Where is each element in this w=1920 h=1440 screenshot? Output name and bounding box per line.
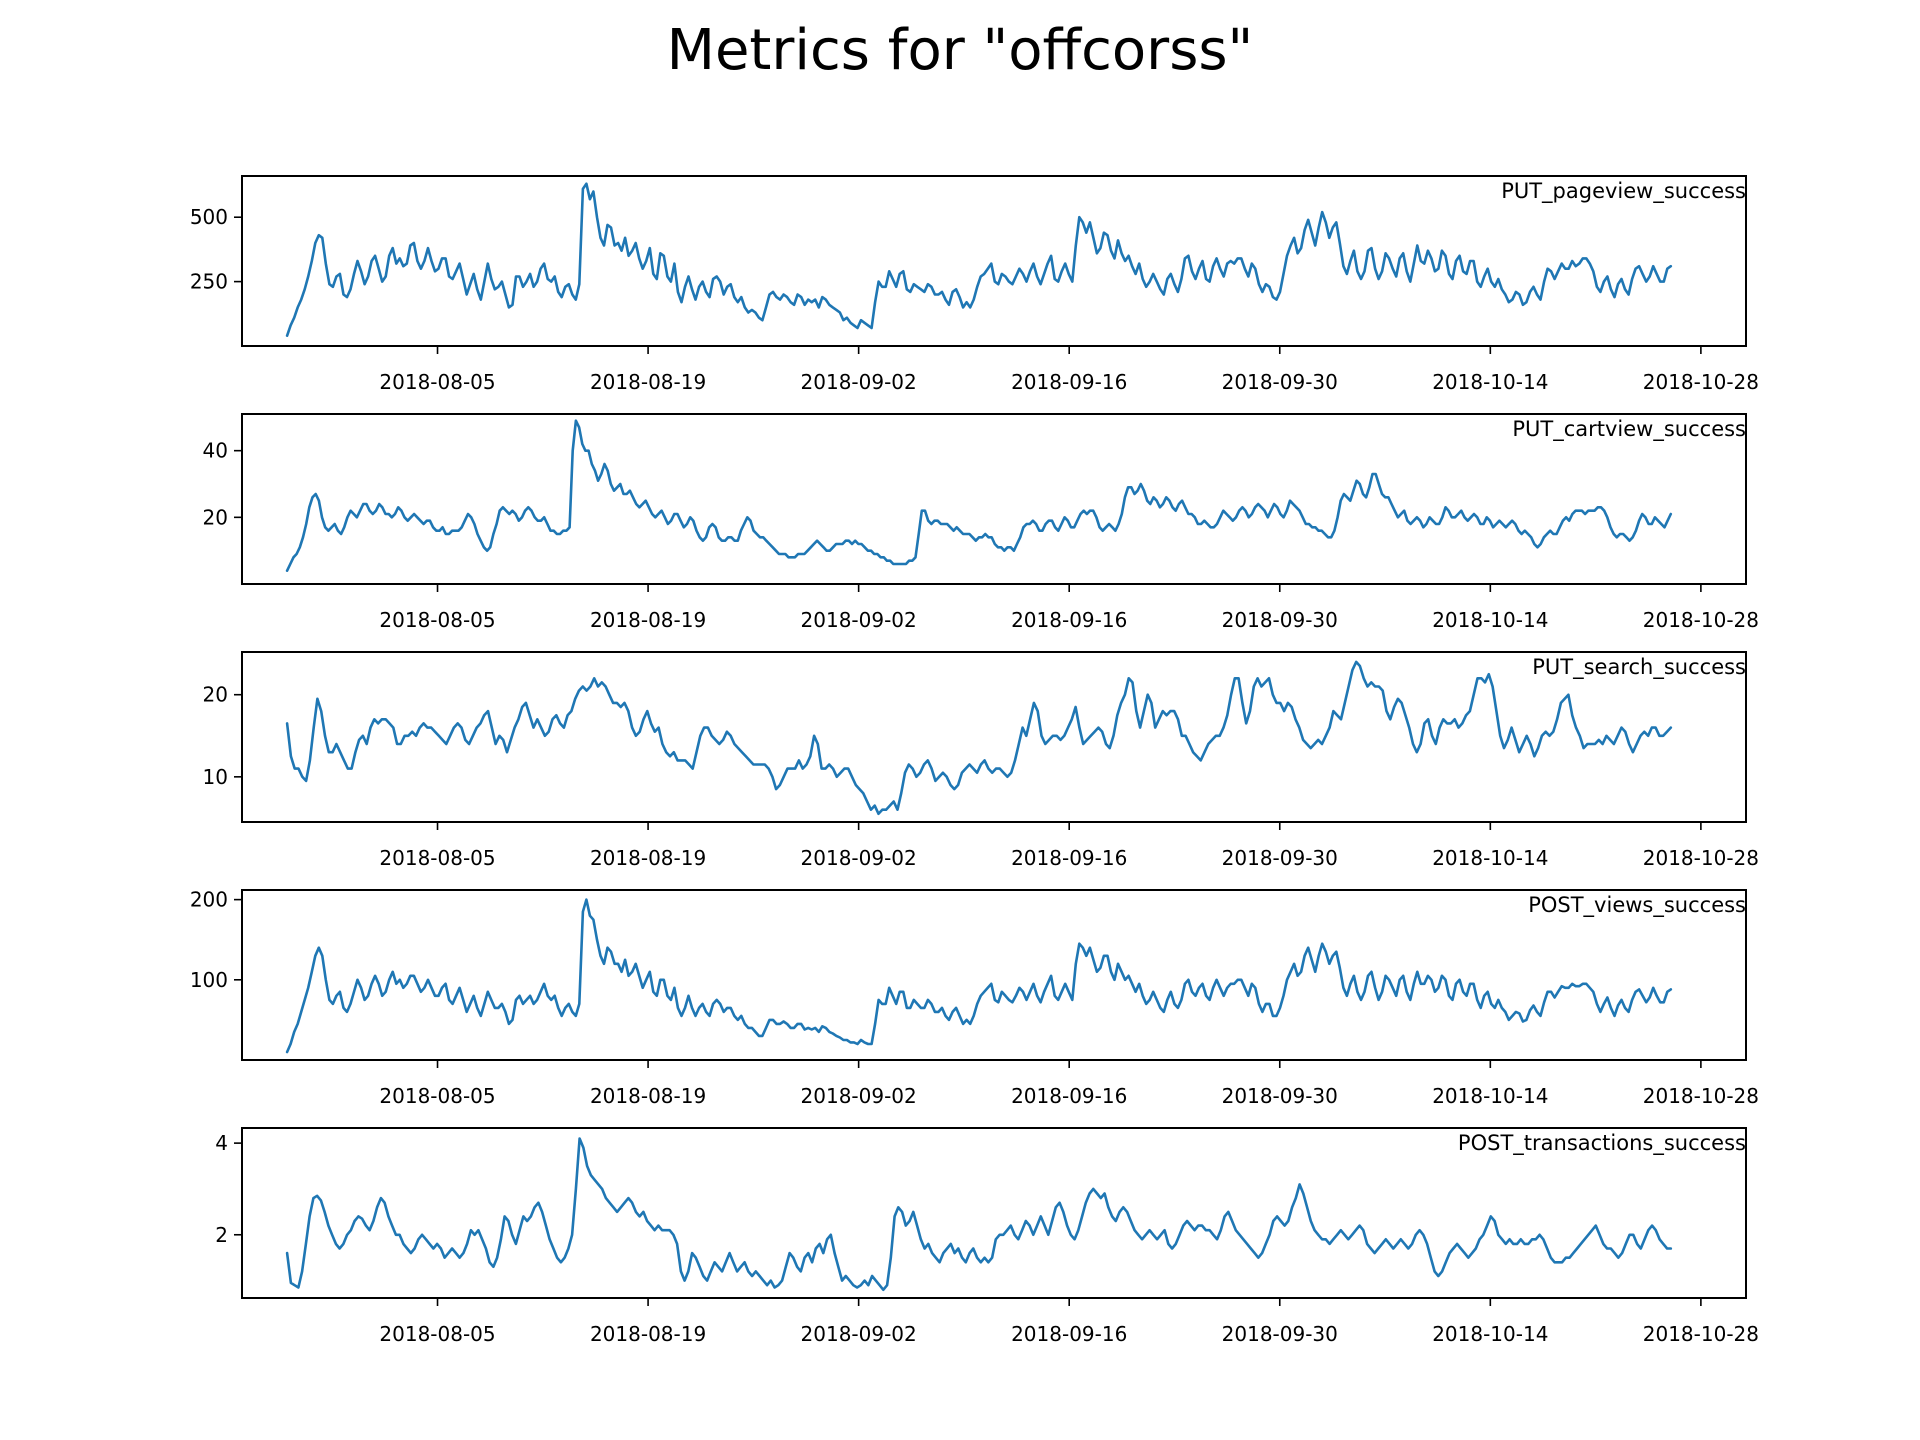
x-tick-label-5-2: 2018-08-19 [590, 1322, 706, 1346]
y-tick-label-2-1: 20 [203, 505, 228, 529]
y-tick-label-3-2: 20 [203, 683, 228, 707]
x-tick-label-3-5: 2018-09-30 [1222, 846, 1338, 870]
x-tick-label-1-5: 2018-09-30 [1222, 370, 1338, 394]
x-tick-label-5-6: 2018-10-14 [1432, 1322, 1548, 1346]
panel-title-5: POST_transactions_success [1458, 1131, 1746, 1156]
x-tick-label-3-7: 2018-10-28 [1643, 846, 1759, 870]
x-tick-label-2-6: 2018-10-14 [1432, 608, 1548, 632]
x-tick-label-2-5: 2018-09-30 [1222, 608, 1338, 632]
axes-frame-2 [241, 413, 1747, 585]
x-tick-label-3-2: 2018-08-19 [590, 846, 706, 870]
axes-frame-5 [241, 1127, 1747, 1299]
panel-title-3: PUT_search_success [1532, 655, 1746, 680]
x-tick-label-5-4: 2018-09-16 [1011, 1322, 1127, 1346]
y-tick-label-3-1: 10 [203, 765, 228, 789]
x-tick-label-5-5: 2018-09-30 [1222, 1322, 1338, 1346]
x-tick-label-3-4: 2018-09-16 [1011, 846, 1127, 870]
panel-title-2: PUT_cartview_success [1512, 417, 1746, 442]
x-tick-label-3-1: 2018-08-05 [379, 846, 495, 870]
x-tick-label-4-1: 2018-08-05 [379, 1084, 495, 1108]
x-tick-label-2-7: 2018-10-28 [1643, 608, 1759, 632]
panel-title-4: POST_views_success [1528, 893, 1746, 918]
x-tick-label-2-1: 2018-08-05 [379, 608, 495, 632]
x-tick-label-1-7: 2018-10-28 [1643, 370, 1759, 394]
x-tick-label-4-7: 2018-10-28 [1643, 1084, 1759, 1108]
x-tick-label-3-6: 2018-10-14 [1432, 846, 1548, 870]
y-tick-label-2-2: 40 [203, 439, 228, 463]
x-tick-label-3-3: 2018-09-02 [801, 846, 917, 870]
y-tick-label-4-2: 200 [190, 888, 228, 912]
axes-frame-4 [241, 889, 1747, 1061]
x-tick-label-2-2: 2018-08-19 [590, 608, 706, 632]
x-tick-label-1-6: 2018-10-14 [1432, 370, 1548, 394]
axes-frame-1 [241, 175, 1747, 347]
x-tick-label-1-4: 2018-09-16 [1011, 370, 1127, 394]
x-tick-label-4-2: 2018-08-19 [590, 1084, 706, 1108]
panel-title-1: PUT_pageview_success [1501, 179, 1746, 204]
series-line-5 [285, 1137, 1673, 1292]
axes-frame-3 [241, 651, 1747, 823]
x-tick-label-4-4: 2018-09-16 [1011, 1084, 1127, 1108]
y-tick-label-1-1: 250 [190, 270, 228, 294]
y-tick-label-4-1: 100 [190, 968, 228, 992]
x-tick-label-1-1: 2018-08-05 [379, 370, 495, 394]
series-line-4 [285, 898, 1673, 1054]
x-tick-label-5-7: 2018-10-28 [1643, 1322, 1759, 1346]
x-tick-label-2-3: 2018-09-02 [801, 608, 917, 632]
x-tick-label-2-4: 2018-09-16 [1011, 608, 1127, 632]
y-tick-label-5-1: 2 [215, 1223, 228, 1247]
y-tick-label-5-2: 4 [215, 1131, 228, 1155]
x-tick-label-5-3: 2018-09-02 [801, 1322, 917, 1346]
x-tick-label-4-5: 2018-09-30 [1222, 1084, 1338, 1108]
y-tick-label-1-2: 500 [190, 205, 228, 229]
series-line-1 [285, 182, 1673, 337]
series-line-3 [285, 660, 1673, 816]
x-tick-label-1-3: 2018-09-02 [801, 370, 917, 394]
figure-title: Metrics for "offcorss" [666, 18, 1254, 83]
x-tick-label-4-3: 2018-09-02 [801, 1084, 917, 1108]
x-tick-label-4-6: 2018-10-14 [1432, 1084, 1548, 1108]
x-tick-label-1-2: 2018-08-19 [590, 370, 706, 394]
series-line-2 [285, 419, 1673, 572]
x-tick-label-5-1: 2018-08-05 [379, 1322, 495, 1346]
